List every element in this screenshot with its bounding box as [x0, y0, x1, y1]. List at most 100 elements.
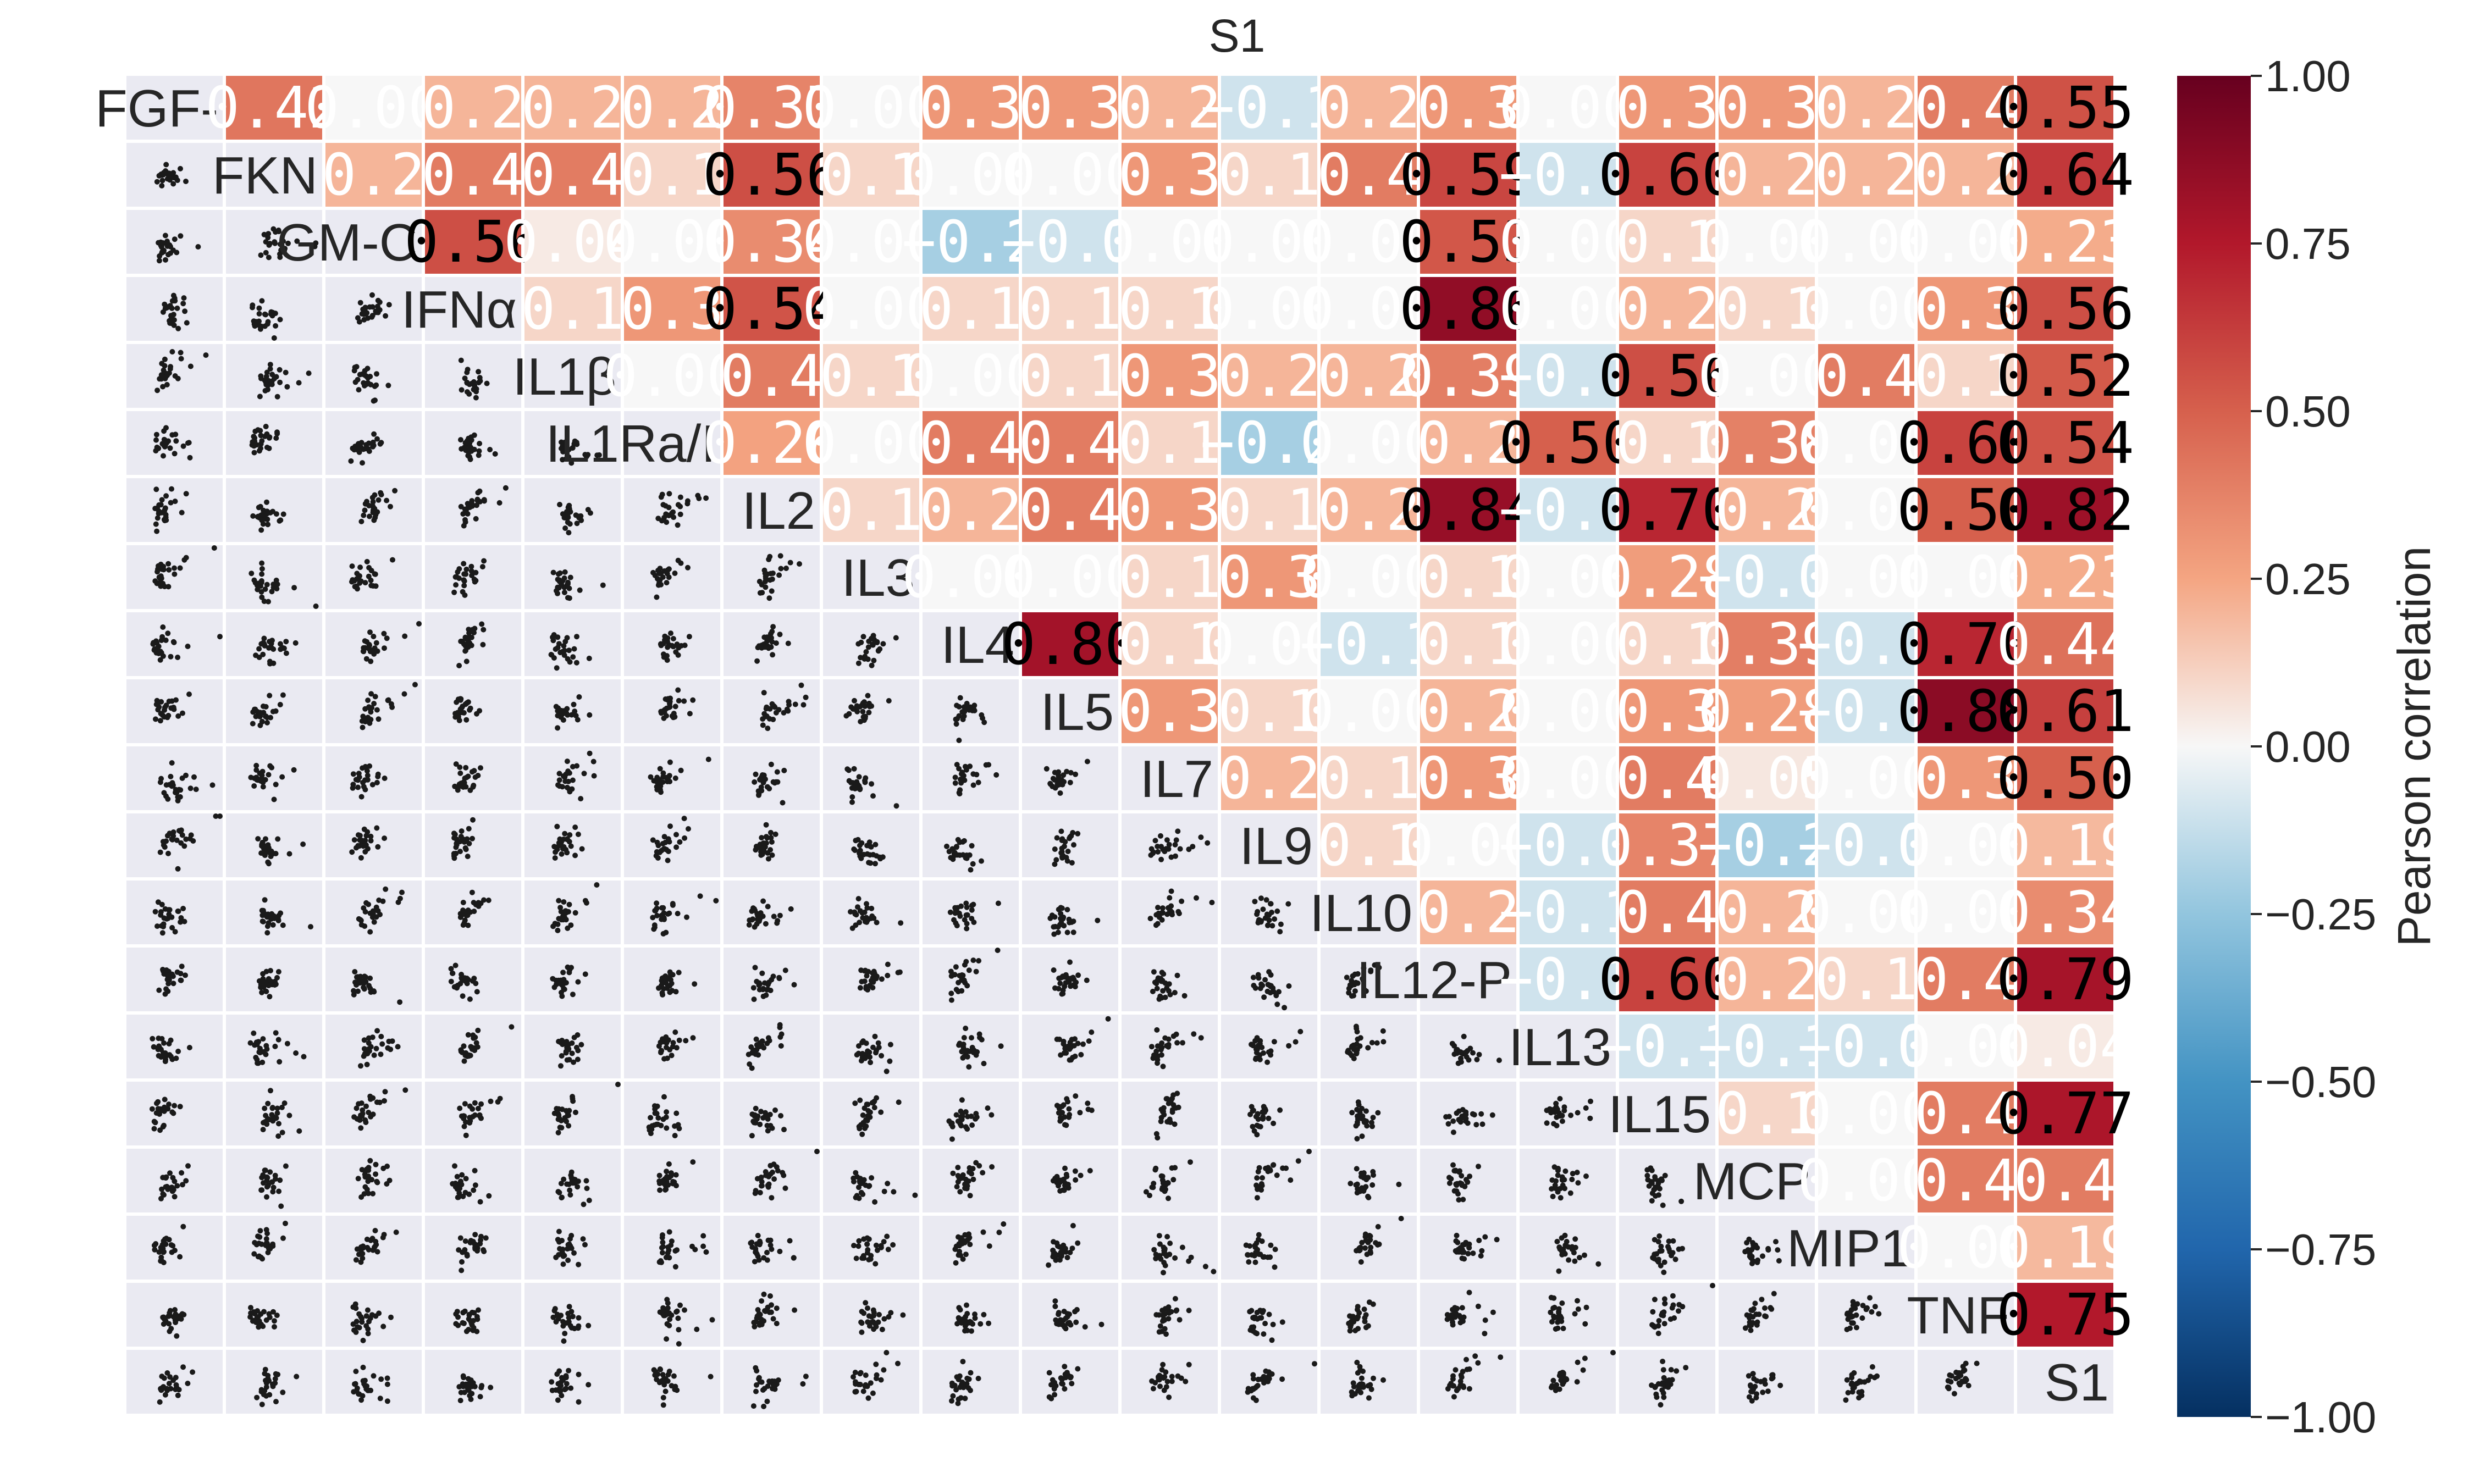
- heatmap-cell-value: 0.00: [1499, 74, 1636, 141]
- scatter-point: [870, 793, 876, 799]
- scatter-panel-background: [624, 1216, 720, 1280]
- scatter-point: [1569, 1176, 1575, 1182]
- scatter-point: [661, 651, 666, 657]
- scatter-point: [266, 1182, 271, 1188]
- scatter-point: [473, 981, 479, 987]
- scatter-point: [472, 774, 478, 780]
- scatter-point: [658, 1048, 664, 1054]
- scatter-point: [1160, 988, 1166, 994]
- scatter-point: [280, 511, 286, 517]
- heatmap-cell-value: 0.2: [1715, 477, 1819, 544]
- heatmap-cell-value: 0.04: [1996, 1013, 2134, 1080]
- scatter-point: [1257, 1185, 1263, 1191]
- heatmap-cell-fill: [1321, 143, 1417, 207]
- heatmap-cell: 0.1: [521, 275, 625, 342]
- scatter-point: [1357, 1188, 1363, 1194]
- scatter-point: [367, 629, 373, 635]
- heatmap-cell: 0.00: [1001, 141, 1139, 208]
- heatmap-cell: 0.4: [720, 342, 824, 409]
- scatter-point: [870, 852, 876, 857]
- scatter-point: [1443, 1114, 1449, 1120]
- scatter-panel-background: [1122, 1149, 1218, 1212]
- scatter-point: [1147, 916, 1153, 922]
- scatter-point: [659, 1245, 665, 1251]
- scatter-point: [893, 635, 899, 641]
- scatter-point: [280, 692, 286, 698]
- scatter-point: [251, 450, 257, 456]
- scatter-point: [362, 580, 368, 586]
- scatter-point: [1550, 1193, 1556, 1199]
- scatter-point: [291, 585, 297, 591]
- scatter-point: [557, 502, 562, 507]
- scatter-point: [172, 499, 178, 505]
- scatter-point: [286, 1112, 292, 1118]
- scatter-point: [1562, 1232, 1568, 1238]
- scatter-point: [758, 784, 764, 790]
- heatmap-cell: 0.82: [1996, 477, 2134, 544]
- scatter-point: [970, 861, 976, 867]
- scatter-panel: [823, 612, 919, 676]
- heatmap-cell-value: 0.04: [504, 208, 641, 275]
- scatter-point: [967, 1193, 973, 1199]
- heatmap-cell: 0.00: [1698, 342, 1835, 409]
- scatter-point: [1369, 1040, 1375, 1045]
- scatter-point: [292, 640, 299, 646]
- scatter-point: [1260, 906, 1266, 912]
- scatter-point: [1052, 1176, 1058, 1181]
- scatter-point: [275, 228, 281, 233]
- scatter-point: [980, 1170, 986, 1176]
- scatter-point: [870, 985, 876, 990]
- scatter-point: [564, 1181, 570, 1187]
- scatter-point: [1272, 1264, 1278, 1270]
- scatter-point: [477, 1112, 483, 1118]
- scatter-point: [171, 322, 177, 328]
- scatter-point: [957, 839, 963, 845]
- scatter-point: [556, 771, 562, 777]
- scatter-point: [349, 849, 355, 855]
- scatter-point: [161, 172, 166, 178]
- scatter-point: [1152, 1167, 1158, 1173]
- scatter-panel: [1420, 1015, 1516, 1078]
- scatter-point: [362, 372, 368, 378]
- scatter-point: [169, 298, 175, 304]
- scatter-point: [277, 317, 283, 323]
- scatter-point: [1258, 895, 1264, 901]
- scatter-panel: [1122, 1149, 1218, 1212]
- scatter-point: [1086, 1038, 1092, 1044]
- scatter-point: [879, 1053, 885, 1059]
- scatter-point: [160, 1124, 166, 1130]
- variable-label: IL13: [1509, 1018, 1611, 1077]
- scatter-point: [872, 1261, 879, 1267]
- scatter-point: [469, 380, 474, 386]
- scatter-point: [1070, 929, 1076, 935]
- scatter-point: [854, 1193, 860, 1199]
- heatmap-cell-fill: [1321, 344, 1417, 408]
- scatter-point: [369, 1034, 375, 1040]
- scatter-point: [751, 996, 757, 1003]
- scatter-point: [581, 1201, 587, 1208]
- heatmap-cell-fill: [1420, 411, 1516, 475]
- scatter-point: [1057, 790, 1063, 796]
- scatter-point: [1070, 918, 1076, 924]
- scatter-point: [980, 715, 986, 721]
- scatter-point: [1062, 1165, 1068, 1171]
- scatter-point: [1374, 1040, 1380, 1046]
- scatter-point: [1489, 1112, 1495, 1118]
- scatter-point: [169, 305, 175, 311]
- scatter-point: [170, 833, 176, 839]
- scatter-point: [1198, 1035, 1204, 1041]
- scatter-panel: [226, 679, 322, 743]
- scatter-point: [388, 503, 393, 510]
- scatter-point: [690, 697, 696, 703]
- scatter-point: [463, 647, 468, 654]
- scatter-panel: [325, 277, 422, 341]
- scatter-point: [470, 817, 476, 823]
- scatter-point: [1064, 1173, 1070, 1180]
- scatter-panel-background: [524, 948, 621, 1011]
- scatter-point: [267, 994, 273, 1000]
- scatter-point: [187, 785, 194, 791]
- scatter-panel: [1122, 1082, 1218, 1145]
- scatter-point: [1665, 1244, 1671, 1250]
- scatter-panel: [724, 948, 820, 1011]
- heatmap-cell: 0.2: [1317, 477, 1421, 544]
